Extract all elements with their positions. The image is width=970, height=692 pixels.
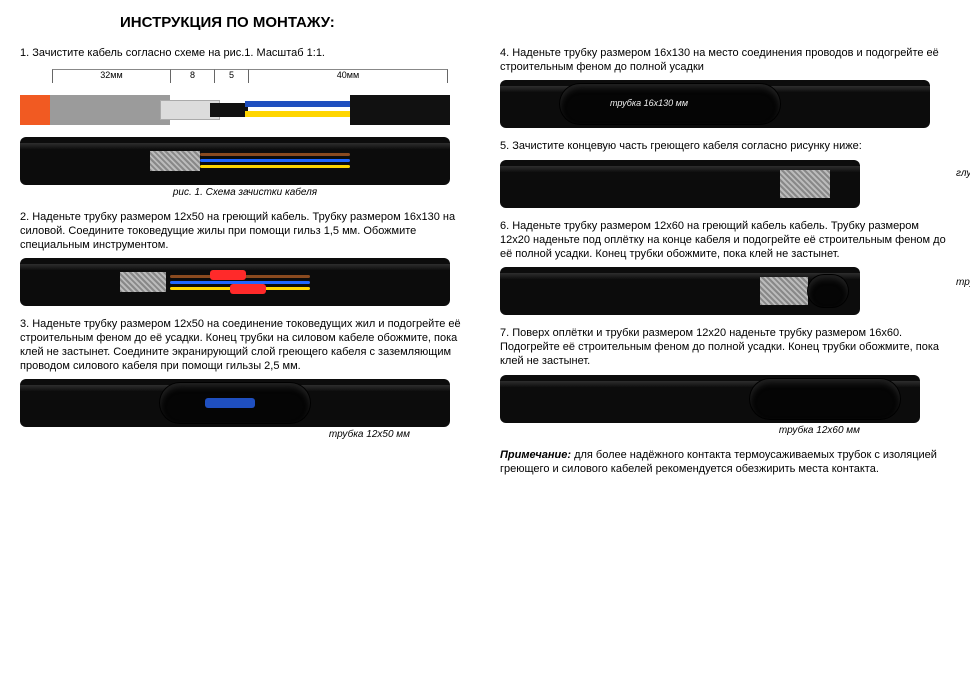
photo-tube-12x20 [500, 267, 860, 315]
tube-16x130-label: трубка 16х130 мм [610, 98, 688, 109]
step-1-text: 1. Зачистите кабель согласно схеме на ри… [20, 47, 470, 61]
crimp-blue [205, 398, 255, 408]
wire-brown [200, 153, 350, 156]
shield-over-tube [760, 277, 808, 305]
core-black [210, 103, 248, 117]
page-title: ИНСТРУКЦИЯ ПО МОНТАЖУ: [120, 14, 950, 33]
cap-orange [20, 95, 50, 125]
photo-tube-12x50 [20, 379, 450, 427]
footnote: Примечание: для более надёжного контакта… [500, 449, 950, 477]
step-6-text: 6. Наденьте трубку размером 12х60 на гре… [500, 220, 950, 261]
photo-crimped-joints [20, 258, 450, 306]
step-1: 1. Зачистите кабель согласно схеме на ри… [20, 47, 470, 199]
step-5: 5. Зачистите концевую часть греющего каб… [500, 140, 950, 208]
photo-stripped-cable [20, 137, 450, 185]
right-column: 4. Наденьте трубку размером 16х130 на ме… [500, 47, 950, 477]
dim-40mm: 40мм [248, 69, 448, 83]
cable-schematic [20, 87, 450, 131]
step-2-text: 2. Наденьте трубку размером 12х50 на гре… [20, 211, 470, 252]
step-4-text: 4. Наденьте трубку размером 16х130 на ме… [500, 47, 950, 75]
tube-12x60-label: трубка 12х60 мм [500, 425, 950, 438]
tube-12x60-end [750, 379, 900, 419]
wire-blue [200, 159, 350, 162]
two-column-layout: 1. Зачистите кабель согласно схеме на ри… [20, 47, 950, 477]
strip-depth-label: глубина зачистки 20 мм [956, 168, 970, 181]
outer-black [350, 95, 450, 125]
step-2: 2. Наденьте трубку размером 12х50 на гре… [20, 211, 470, 306]
crimp-red-2 [230, 284, 266, 294]
photo-tube-12x60 [500, 375, 920, 423]
step-3: 3. Наденьте трубку размером 12х50 на сое… [20, 318, 470, 442]
dimension-row: 32мм 8 5 40мм [52, 67, 450, 85]
figure-1-caption: рис. 1. Схема зачистки кабеля [20, 187, 470, 200]
shield-braid-left [120, 272, 166, 292]
jacket-grey [50, 95, 170, 125]
step-5-text: 5. Зачистите концевую часть греющего каб… [500, 140, 950, 154]
diagram-strip-schematic: 32мм 8 5 40мм [20, 67, 450, 137]
step-4: 4. Наденьте трубку размером 16х130 на ме… [500, 47, 950, 129]
wire-yellow [200, 165, 350, 168]
left-column: 1. Зачистите кабель согласно схеме на ри… [20, 47, 470, 477]
dim-8: 8 [170, 69, 214, 83]
step-6: 6. Наденьте трубку размером 12х60 на гре… [500, 220, 950, 315]
shield-braid [150, 151, 200, 171]
dim-32mm: 32мм [52, 69, 170, 83]
step-3-text: 3. Наденьте трубку размером 12х50 на сое… [20, 318, 470, 373]
photo-tube-16x130: трубка 16х130 мм [500, 80, 930, 128]
shield-end [780, 170, 830, 198]
dim-5: 5 [214, 69, 248, 83]
crimp-red-1 [210, 270, 246, 280]
tube-12x50-label: трубка 12х50 мм [20, 429, 470, 442]
tube-12x20-end [808, 275, 848, 307]
photo-end-strip [500, 160, 860, 208]
tube-12x20-label: трубка 12х20 мм [956, 277, 970, 290]
footnote-label: Примечание: [500, 449, 571, 461]
step-7-text: 7. Поверх оплётки и трубки размером 12х2… [500, 327, 950, 368]
step-7: 7. Поверх оплётки и трубки размером 12х2… [500, 327, 950, 437]
